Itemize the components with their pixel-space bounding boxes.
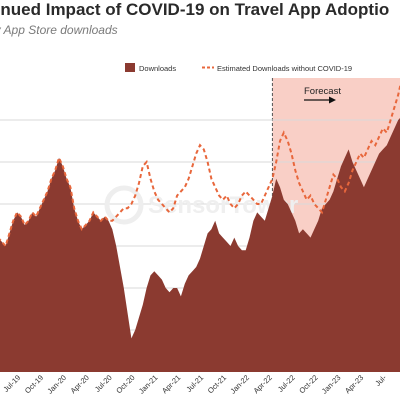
x-tick-label: Oct-20 bbox=[114, 373, 136, 395]
watermark-logo bbox=[104, 185, 144, 225]
x-tick-label: Jul- bbox=[373, 373, 388, 388]
series-estimated-line bbox=[0, 82, 400, 248]
axis-layer: r-19Jul-19Oct-19Jan-20Apr-20Jul-20Oct-20… bbox=[1, 373, 388, 396]
x-tick-label: Apr-20 bbox=[69, 373, 91, 395]
forecast-label: Forecast bbox=[304, 86, 341, 97]
dash-layer bbox=[0, 82, 400, 248]
x-tick-label: Jan-22 bbox=[228, 373, 251, 396]
x-tick-label: Oct-19 bbox=[23, 373, 45, 395]
x-tick-label: Apr-21 bbox=[160, 373, 182, 395]
forecast-arrow-head bbox=[329, 96, 336, 104]
x-tick-label: Jul-21 bbox=[184, 373, 205, 394]
legend-downloads-swatch bbox=[125, 63, 135, 72]
chart-title: tinued Impact of COVID-19 on Travel App … bbox=[0, 0, 390, 19]
x-tick-label: Jan-20 bbox=[45, 373, 68, 396]
x-tick-label: Apr-22 bbox=[252, 373, 274, 395]
x-tick-label: Jan-23 bbox=[320, 373, 343, 396]
x-tick-label: Oct-21 bbox=[206, 373, 228, 395]
x-tick-label: Jul-19 bbox=[1, 373, 22, 394]
x-tick-label: Apr-23 bbox=[343, 373, 365, 395]
series-downloads-area bbox=[0, 118, 400, 372]
legend-layer: Downloads Estimated Downloads without CO… bbox=[125, 63, 352, 73]
x-tick-label: Jul-22 bbox=[276, 373, 297, 394]
x-tick-label: Jan-21 bbox=[137, 373, 160, 396]
legend-estimated-label: Estimated Downloads without COVID-19 bbox=[217, 64, 352, 73]
annotation-layer: Forecast bbox=[304, 86, 341, 104]
x-tick-label: Jul-20 bbox=[93, 373, 114, 394]
area-layer bbox=[0, 118, 400, 372]
legend-downloads-label: Downloads bbox=[139, 64, 176, 73]
chart-subtitle: ly App Store downloads bbox=[0, 23, 118, 37]
x-tick-label: Oct-22 bbox=[297, 373, 319, 395]
